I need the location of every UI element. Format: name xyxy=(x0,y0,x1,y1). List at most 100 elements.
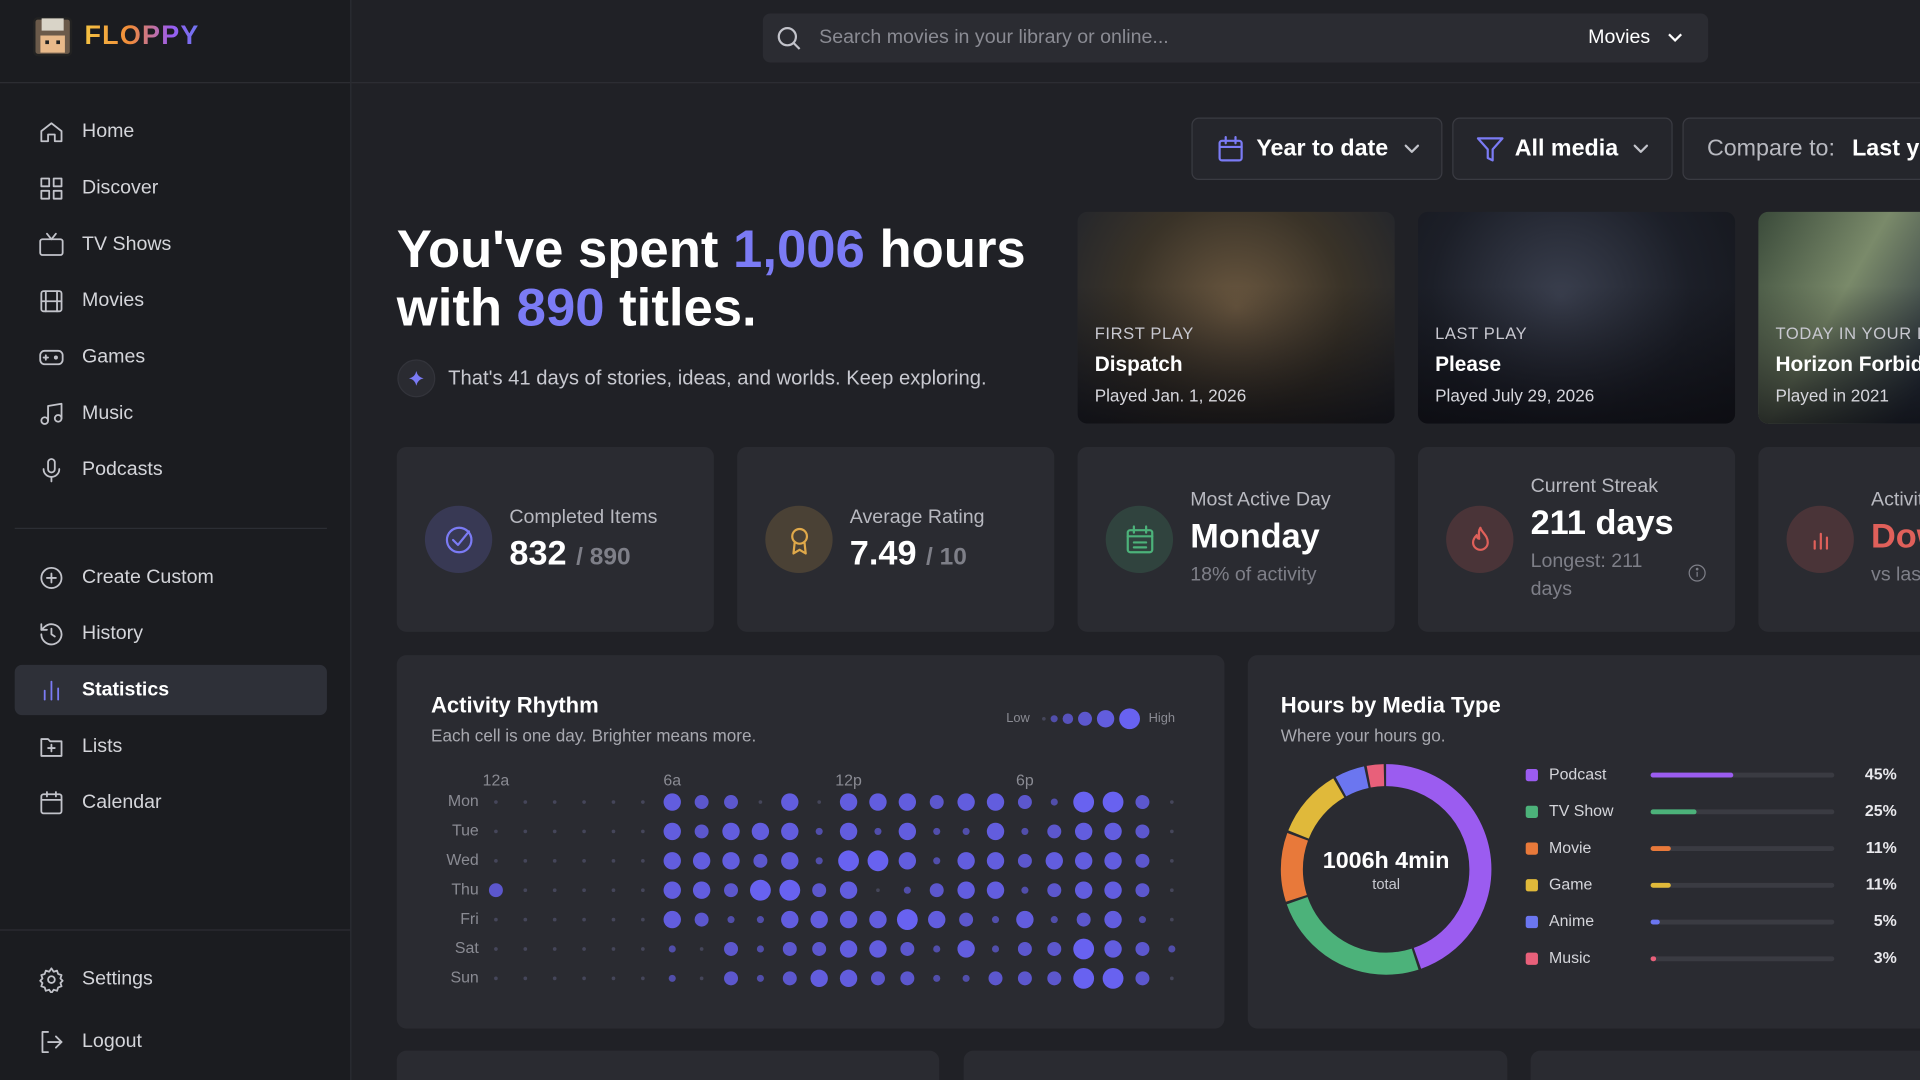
activity-dot xyxy=(724,795,738,810)
activity-dot xyxy=(727,916,735,924)
search-scope[interactable]: Movies xyxy=(1588,26,1651,48)
activity-dot xyxy=(1047,942,1062,956)
activity-dot xyxy=(1135,824,1150,839)
legend-name: Movie xyxy=(1549,840,1592,857)
activity-dot xyxy=(694,912,709,927)
activity-dot xyxy=(552,829,557,834)
nav-item[interactable]: Discover xyxy=(15,163,327,213)
activity-dot xyxy=(694,824,709,839)
nav-item[interactable]: Games xyxy=(15,332,327,382)
activity-dot xyxy=(1073,938,1095,960)
activity-dot xyxy=(1102,791,1124,813)
activity-dot xyxy=(1104,852,1122,870)
media-filter[interactable]: All media xyxy=(1452,117,1673,180)
legend-low: Low xyxy=(1006,710,1030,725)
activity-dot xyxy=(782,942,797,956)
activity-dot xyxy=(663,822,681,841)
stat-card: Completed Items 832 / 890 xyxy=(396,446,714,632)
nav-item[interactable]: Logout xyxy=(15,1016,327,1066)
stat-note: vs last year xyxy=(1871,564,1920,586)
card-subtitle: Each cell is one day. Brighter means mor… xyxy=(431,726,756,746)
sparkle-icon xyxy=(397,359,436,398)
bar-track xyxy=(1650,846,1835,852)
activity-dot xyxy=(1135,971,1150,986)
stat-number: 7.49 xyxy=(849,533,917,572)
stat-text: Current Streak 211 days Longest: 211 days xyxy=(1531,476,1684,603)
nav-icon xyxy=(40,622,63,645)
activity-dot xyxy=(523,858,528,863)
highlight-date: Played Jan. 1, 2026 xyxy=(1094,385,1247,406)
card xyxy=(963,1050,1508,1080)
activity-dot xyxy=(1047,824,1062,839)
activity-dot xyxy=(817,800,822,804)
card-shade xyxy=(1077,211,1395,424)
legend-name: TV Show xyxy=(1549,803,1614,820)
nav-item[interactable]: Settings xyxy=(15,954,327,1004)
activity-dot xyxy=(810,910,828,929)
highlight-card[interactable]: LAST PLAY Please Played July 29, 2026 xyxy=(1417,211,1736,424)
nav-item[interactable]: Music xyxy=(15,388,327,438)
legend-percent: 5% xyxy=(1874,913,1897,930)
legend-dot xyxy=(1050,715,1058,723)
activity-dot xyxy=(986,881,1005,899)
legend-dot xyxy=(1096,710,1115,728)
highlight-title: Please xyxy=(1435,352,1502,376)
nav-item[interactable]: Lists xyxy=(15,721,327,771)
activity-dot xyxy=(1074,822,1093,841)
stat-label: Activity xyxy=(1871,489,1920,511)
nav-item[interactable]: Calendar xyxy=(15,778,327,828)
activity-dot xyxy=(611,858,616,863)
nav-label: Create Custom xyxy=(82,566,214,588)
nav-item[interactable]: TV Shows xyxy=(15,219,327,269)
nav-icon xyxy=(39,966,64,993)
activity-dot xyxy=(839,881,858,899)
nav-icon xyxy=(40,402,63,425)
period-filter[interactable]: Year to date xyxy=(1191,117,1443,180)
activity-dot xyxy=(839,793,858,811)
activity-dot xyxy=(991,945,1000,953)
activity-dot xyxy=(1104,881,1122,899)
activity-dot xyxy=(991,916,1000,924)
nav-icon xyxy=(43,680,60,700)
headline-titles: 890 xyxy=(516,279,605,338)
activity-dot xyxy=(758,800,763,804)
activity-dot xyxy=(611,800,616,804)
activity-dot xyxy=(582,917,586,922)
nav-item[interactable]: History xyxy=(15,609,327,659)
icon xyxy=(1812,532,1828,550)
activity-dot xyxy=(869,793,887,811)
icon xyxy=(790,527,808,554)
highlight-card[interactable]: FIRST PLAY Dispatch Played Jan. 1, 2026 xyxy=(1077,211,1395,424)
nav-label: History xyxy=(82,622,143,644)
stat-number: Down xyxy=(1871,516,1920,555)
activity-dot xyxy=(692,852,711,870)
activity-dot xyxy=(641,917,645,922)
activity-dot xyxy=(699,976,704,981)
highlight-card[interactable]: TODAY IN YOUR LIBRARY Horizon Forbidden W… xyxy=(1758,211,1920,424)
highlight-date: Played in 2021 xyxy=(1775,385,1889,406)
nav-item[interactable]: Create Custom xyxy=(15,552,327,602)
headline: You've spent 1,006 hours with 890 titles… xyxy=(397,220,1026,338)
nav-item[interactable]: Movies xyxy=(15,276,327,326)
nav-item[interactable]: Home xyxy=(15,107,327,157)
activity-dot xyxy=(756,945,764,953)
compare-filter[interactable]: Compare to: Last year xyxy=(1682,117,1920,180)
search-box[interactable]: Search movies in your library or online.… xyxy=(762,13,1709,63)
activity-dot xyxy=(1104,910,1122,929)
app-name: FLOPPY xyxy=(84,19,200,51)
bar-track xyxy=(1650,809,1835,815)
activity-dot xyxy=(1074,852,1093,870)
bar-track xyxy=(1650,919,1835,925)
nav-item[interactable]: Statistics xyxy=(14,664,327,716)
legend-dot xyxy=(1119,708,1140,730)
activity-dot xyxy=(668,945,676,953)
activity-dot xyxy=(962,827,970,835)
activity-dot xyxy=(611,947,616,951)
nav-icon xyxy=(40,737,63,757)
bar xyxy=(1650,846,1671,852)
nav-icon xyxy=(40,121,63,142)
nav-item[interactable]: Podcasts xyxy=(15,444,327,494)
activity-dot xyxy=(986,793,1005,811)
stat-card: Average Rating 7.49 / 10 xyxy=(737,446,1055,632)
activity-dot xyxy=(810,969,828,988)
